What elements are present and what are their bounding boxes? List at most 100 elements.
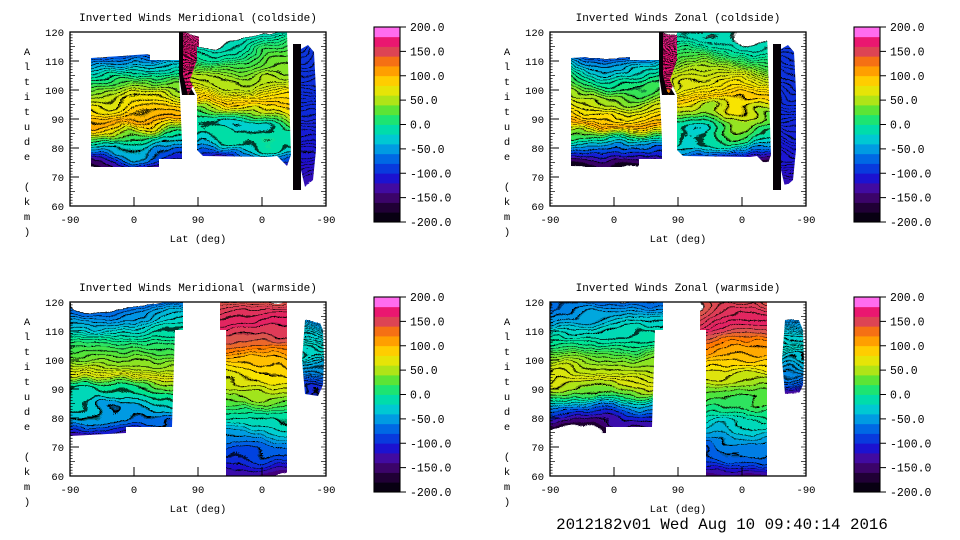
- svg-text:-90: -90: [797, 485, 816, 497]
- svg-text:150.0: 150.0: [890, 316, 925, 329]
- svg-text:70: 70: [531, 443, 544, 455]
- svg-text:90: 90: [192, 215, 205, 227]
- svg-text:-90: -90: [61, 215, 80, 227]
- svg-text:m: m: [24, 212, 30, 224]
- svg-text:-200.0: -200.0: [890, 217, 932, 230]
- svg-text:Inverted Winds Zonal (coldside: Inverted Winds Zonal (coldside): [576, 13, 781, 25]
- svg-text:-150.0: -150.0: [410, 193, 452, 206]
- svg-text:t: t: [24, 77, 30, 89]
- svg-text:0.0: 0.0: [410, 120, 431, 133]
- svg-text:-150.0: -150.0: [410, 463, 452, 476]
- svg-text:100: 100: [45, 86, 64, 98]
- svg-text:0.0: 0.0: [410, 390, 431, 403]
- svg-text:t: t: [504, 77, 510, 89]
- svg-text:100.0: 100.0: [890, 341, 925, 354]
- svg-text:u: u: [504, 392, 510, 404]
- svg-text:e: e: [24, 152, 30, 164]
- svg-text:0.0: 0.0: [890, 390, 911, 403]
- svg-text:-100.0: -100.0: [410, 168, 452, 181]
- svg-text:): ): [504, 227, 510, 239]
- svg-text:Lat (deg): Lat (deg): [650, 504, 707, 516]
- svg-text:): ): [24, 497, 30, 509]
- svg-text:i: i: [24, 362, 30, 374]
- svg-text:A: A: [504, 47, 511, 59]
- svg-text:150.0: 150.0: [890, 46, 925, 59]
- svg-text:100.0: 100.0: [410, 71, 445, 84]
- svg-text:90: 90: [672, 485, 685, 497]
- svg-text:50.0: 50.0: [890, 95, 918, 108]
- svg-text:60: 60: [51, 472, 64, 484]
- svg-text:i: i: [504, 92, 510, 104]
- svg-text:-90: -90: [797, 215, 816, 227]
- svg-text:l: l: [24, 62, 30, 74]
- svg-text:70: 70: [51, 173, 64, 185]
- svg-text:50.0: 50.0: [410, 365, 438, 378]
- svg-text:150.0: 150.0: [410, 316, 445, 329]
- svg-text:t: t: [24, 377, 30, 389]
- svg-text:0: 0: [611, 215, 617, 227]
- svg-text:): ): [24, 227, 30, 239]
- svg-text:100.0: 100.0: [410, 341, 445, 354]
- svg-text:-100.0: -100.0: [890, 438, 932, 451]
- svg-text:90: 90: [672, 215, 685, 227]
- svg-text:-90: -90: [61, 485, 80, 497]
- svg-text:100.0: 100.0: [890, 71, 925, 84]
- svg-text:u: u: [24, 122, 30, 134]
- svg-text:-200.0: -200.0: [890, 487, 932, 500]
- svg-text:120: 120: [45, 298, 64, 310]
- svg-text:90: 90: [192, 485, 205, 497]
- svg-text:Inverted Winds Meridional (col: Inverted Winds Meridional (coldside): [79, 13, 317, 25]
- svg-text:80: 80: [531, 414, 544, 426]
- svg-text:90: 90: [531, 115, 544, 127]
- svg-text:d: d: [504, 407, 510, 419]
- svg-text:-90: -90: [541, 485, 560, 497]
- svg-text:k: k: [504, 197, 510, 209]
- svg-text:0: 0: [131, 485, 137, 497]
- svg-text:e: e: [504, 422, 510, 434]
- svg-text:Inverted Winds Zonal (warmside: Inverted Winds Zonal (warmside): [576, 283, 781, 295]
- svg-text:t: t: [504, 347, 510, 359]
- svg-text:-150.0: -150.0: [890, 193, 932, 206]
- svg-text:0: 0: [259, 215, 265, 227]
- svg-text:100: 100: [45, 356, 64, 368]
- svg-text:m: m: [504, 212, 510, 224]
- svg-text:t: t: [504, 107, 510, 119]
- svg-text:t: t: [24, 107, 30, 119]
- svg-text:k: k: [24, 197, 30, 209]
- svg-text:100: 100: [525, 86, 544, 98]
- svg-text:110: 110: [525, 57, 544, 69]
- svg-text:90: 90: [51, 115, 64, 127]
- svg-text:0: 0: [739, 215, 745, 227]
- svg-text:(: (: [504, 452, 510, 464]
- svg-text:Lat (deg): Lat (deg): [170, 234, 227, 246]
- svg-text:t: t: [504, 377, 510, 389]
- svg-text:u: u: [24, 392, 30, 404]
- svg-text:m: m: [504, 482, 510, 494]
- svg-text:): ): [504, 497, 510, 509]
- svg-text:-90: -90: [541, 215, 560, 227]
- svg-text:-90: -90: [317, 485, 336, 497]
- svg-text:m: m: [24, 482, 30, 494]
- svg-text:k: k: [24, 467, 30, 479]
- svg-text:60: 60: [531, 202, 544, 214]
- svg-text:70: 70: [51, 443, 64, 455]
- svg-text:110: 110: [45, 57, 64, 69]
- svg-text:2012182v01 Wed Aug 10 09:40:14: 2012182v01 Wed Aug 10 09:40:14 2016: [556, 516, 888, 534]
- svg-text:A: A: [24, 47, 31, 59]
- svg-text:200.0: 200.0: [410, 22, 445, 35]
- svg-text:200.0: 200.0: [890, 292, 925, 305]
- svg-text:150.0: 150.0: [410, 46, 445, 59]
- svg-text:A: A: [24, 317, 31, 329]
- svg-text:-200.0: -200.0: [410, 217, 452, 230]
- svg-text:90: 90: [531, 385, 544, 397]
- svg-text:110: 110: [525, 327, 544, 339]
- svg-text:0: 0: [259, 485, 265, 497]
- svg-text:i: i: [504, 362, 510, 374]
- svg-text:-100.0: -100.0: [890, 168, 932, 181]
- svg-text:e: e: [504, 152, 510, 164]
- svg-text:200.0: 200.0: [890, 22, 925, 35]
- svg-text:90: 90: [51, 385, 64, 397]
- svg-text:t: t: [24, 347, 30, 359]
- svg-text:80: 80: [51, 414, 64, 426]
- svg-text:0: 0: [611, 485, 617, 497]
